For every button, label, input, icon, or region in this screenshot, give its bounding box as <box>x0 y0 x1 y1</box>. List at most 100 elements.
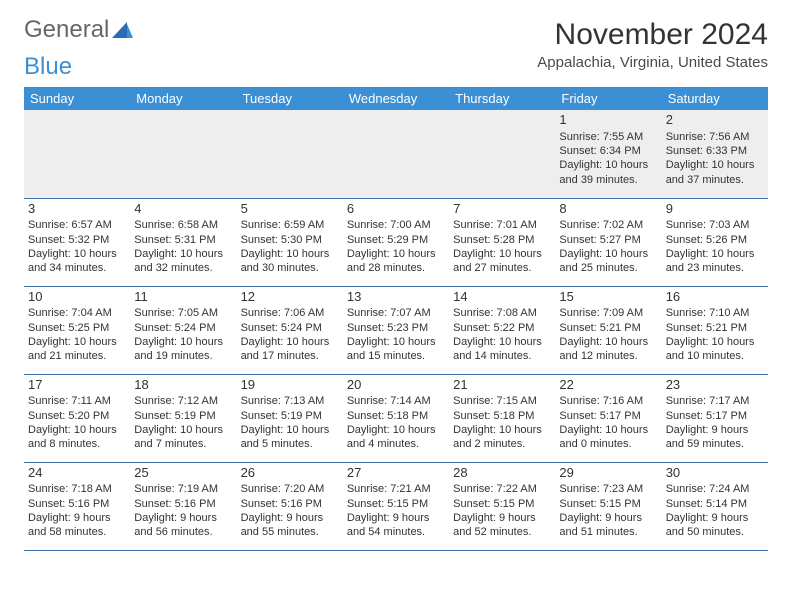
day-header: Sunday <box>24 87 130 110</box>
day-header: Wednesday <box>343 87 449 110</box>
calendar-week: 10Sunrise: 7:04 AMSunset: 5:25 PMDayligh… <box>24 286 768 374</box>
logo-text-blue: Blue <box>24 55 72 79</box>
calendar-cell: 28Sunrise: 7:22 AMSunset: 5:15 PMDayligh… <box>449 462 555 550</box>
day-header: Monday <box>130 87 236 110</box>
calendar-week: 1Sunrise: 7:55 AMSunset: 6:34 PMDaylight… <box>24 110 768 198</box>
daylight-text: Daylight: 9 hours and 59 minutes. <box>666 423 764 452</box>
calendar-cell: 11Sunrise: 7:05 AMSunset: 5:24 PMDayligh… <box>130 286 236 374</box>
sunset-text: Sunset: 5:23 PM <box>347 321 445 335</box>
daylight-text: Daylight: 10 hours and 27 minutes. <box>453 247 551 276</box>
daylight-text: Daylight: 9 hours and 56 minutes. <box>134 511 232 540</box>
daylight-text: Daylight: 10 hours and 4 minutes. <box>347 423 445 452</box>
day-number: 12 <box>241 289 339 306</box>
sunrise-text: Sunrise: 7:23 AM <box>559 482 657 496</box>
calendar-body: 1Sunrise: 7:55 AMSunset: 6:34 PMDaylight… <box>24 110 768 550</box>
sunset-text: Sunset: 5:21 PM <box>559 321 657 335</box>
daylight-text: Daylight: 10 hours and 5 minutes. <box>241 423 339 452</box>
calendar-cell: 7Sunrise: 7:01 AMSunset: 5:28 PMDaylight… <box>449 198 555 286</box>
day-number: 8 <box>559 201 657 218</box>
calendar-cell: 20Sunrise: 7:14 AMSunset: 5:18 PMDayligh… <box>343 374 449 462</box>
sunset-text: Sunset: 5:15 PM <box>453 497 551 511</box>
sunrise-text: Sunrise: 7:56 AM <box>666 130 764 144</box>
sail-icon <box>111 20 133 40</box>
day-header: Thursday <box>449 87 555 110</box>
sunrise-text: Sunrise: 6:59 AM <box>241 218 339 232</box>
day-number: 16 <box>666 289 764 306</box>
sunrise-text: Sunrise: 7:17 AM <box>666 394 764 408</box>
sunrise-text: Sunrise: 7:10 AM <box>666 306 764 320</box>
daylight-text: Daylight: 10 hours and 34 minutes. <box>28 247 126 276</box>
sunrise-text: Sunrise: 7:18 AM <box>28 482 126 496</box>
daylight-text: Daylight: 10 hours and 28 minutes. <box>347 247 445 276</box>
daylight-text: Daylight: 10 hours and 8 minutes. <box>28 423 126 452</box>
sunrise-text: Sunrise: 7:01 AM <box>453 218 551 232</box>
calendar-cell: 1Sunrise: 7:55 AMSunset: 6:34 PMDaylight… <box>555 110 661 198</box>
calendar-cell <box>130 110 236 198</box>
day-number: 29 <box>559 465 657 482</box>
day-header: Friday <box>555 87 661 110</box>
calendar-header-row: SundayMondayTuesdayWednesdayThursdayFrid… <box>24 87 768 110</box>
daylight-text: Daylight: 9 hours and 51 minutes. <box>559 511 657 540</box>
title-block: November 2024 Appalachia, Virginia, Unit… <box>537 18 768 71</box>
sunset-text: Sunset: 5:17 PM <box>559 409 657 423</box>
day-number: 30 <box>666 465 764 482</box>
day-number: 15 <box>559 289 657 306</box>
day-header: Saturday <box>662 87 768 110</box>
calendar-table: SundayMondayTuesdayWednesdayThursdayFrid… <box>24 87 768 551</box>
calendar-cell: 13Sunrise: 7:07 AMSunset: 5:23 PMDayligh… <box>343 286 449 374</box>
calendar-cell <box>449 110 555 198</box>
sunset-text: Sunset: 5:19 PM <box>241 409 339 423</box>
daylight-text: Daylight: 10 hours and 2 minutes. <box>453 423 551 452</box>
calendar-cell: 4Sunrise: 6:58 AMSunset: 5:31 PMDaylight… <box>130 198 236 286</box>
day-number: 7 <box>453 201 551 218</box>
calendar-cell: 23Sunrise: 7:17 AMSunset: 5:17 PMDayligh… <box>662 374 768 462</box>
day-number: 21 <box>453 377 551 394</box>
sunrise-text: Sunrise: 6:57 AM <box>28 218 126 232</box>
logo: General <box>24 18 133 42</box>
calendar-cell: 15Sunrise: 7:09 AMSunset: 5:21 PMDayligh… <box>555 286 661 374</box>
calendar-cell: 16Sunrise: 7:10 AMSunset: 5:21 PMDayligh… <box>662 286 768 374</box>
sunrise-text: Sunrise: 7:11 AM <box>28 394 126 408</box>
sunset-text: Sunset: 5:14 PM <box>666 497 764 511</box>
calendar-cell: 5Sunrise: 6:59 AMSunset: 5:30 PMDaylight… <box>237 198 343 286</box>
calendar-week: 24Sunrise: 7:18 AMSunset: 5:16 PMDayligh… <box>24 462 768 550</box>
calendar-week: 3Sunrise: 6:57 AMSunset: 5:32 PMDaylight… <box>24 198 768 286</box>
day-number: 19 <box>241 377 339 394</box>
sunrise-text: Sunrise: 7:04 AM <box>28 306 126 320</box>
calendar-cell: 21Sunrise: 7:15 AMSunset: 5:18 PMDayligh… <box>449 374 555 462</box>
day-number: 3 <box>28 201 126 218</box>
sunrise-text: Sunrise: 7:07 AM <box>347 306 445 320</box>
daylight-text: Daylight: 10 hours and 14 minutes. <box>453 335 551 364</box>
daylight-text: Daylight: 9 hours and 55 minutes. <box>241 511 339 540</box>
day-number: 13 <box>347 289 445 306</box>
calendar-cell: 22Sunrise: 7:16 AMSunset: 5:17 PMDayligh… <box>555 374 661 462</box>
sunset-text: Sunset: 5:18 PM <box>453 409 551 423</box>
daylight-text: Daylight: 9 hours and 50 minutes. <box>666 511 764 540</box>
day-number: 5 <box>241 201 339 218</box>
day-number: 24 <box>28 465 126 482</box>
day-number: 11 <box>134 289 232 306</box>
sunrise-text: Sunrise: 7:09 AM <box>559 306 657 320</box>
day-number: 20 <box>347 377 445 394</box>
day-number: 18 <box>134 377 232 394</box>
sunset-text: Sunset: 5:20 PM <box>28 409 126 423</box>
sunset-text: Sunset: 5:24 PM <box>134 321 232 335</box>
sunset-text: Sunset: 5:18 PM <box>347 409 445 423</box>
sunset-text: Sunset: 5:21 PM <box>666 321 764 335</box>
daylight-text: Daylight: 9 hours and 54 minutes. <box>347 511 445 540</box>
calendar-cell: 24Sunrise: 7:18 AMSunset: 5:16 PMDayligh… <box>24 462 130 550</box>
calendar-cell: 26Sunrise: 7:20 AMSunset: 5:16 PMDayligh… <box>237 462 343 550</box>
daylight-text: Daylight: 10 hours and 23 minutes. <box>666 247 764 276</box>
day-number: 2 <box>666 112 764 129</box>
calendar-cell: 17Sunrise: 7:11 AMSunset: 5:20 PMDayligh… <box>24 374 130 462</box>
day-number: 14 <box>453 289 551 306</box>
sunrise-text: Sunrise: 6:58 AM <box>134 218 232 232</box>
calendar-cell: 19Sunrise: 7:13 AMSunset: 5:19 PMDayligh… <box>237 374 343 462</box>
daylight-text: Daylight: 10 hours and 25 minutes. <box>559 247 657 276</box>
sunrise-text: Sunrise: 7:05 AM <box>134 306 232 320</box>
daylight-text: Daylight: 10 hours and 10 minutes. <box>666 335 764 364</box>
sunset-text: Sunset: 5:25 PM <box>28 321 126 335</box>
sunrise-text: Sunrise: 7:21 AM <box>347 482 445 496</box>
day-number: 4 <box>134 201 232 218</box>
day-number: 17 <box>28 377 126 394</box>
